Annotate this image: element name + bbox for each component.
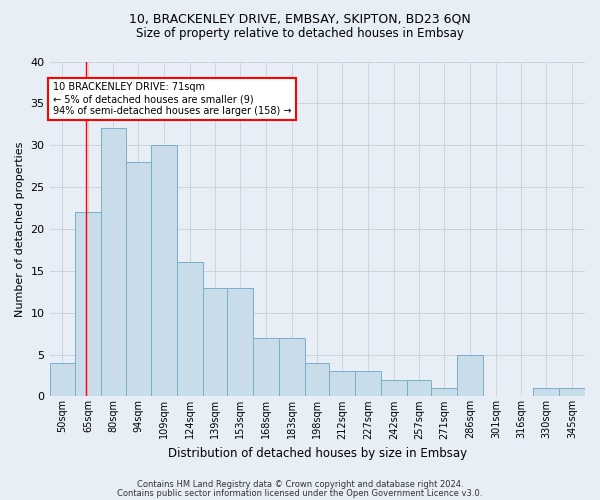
Text: 10, BRACKENLEY DRIVE, EMBSAY, SKIPTON, BD23 6QN: 10, BRACKENLEY DRIVE, EMBSAY, SKIPTON, B…: [129, 12, 471, 26]
Y-axis label: Number of detached properties: Number of detached properties: [15, 142, 25, 316]
Bar: [125, 162, 151, 396]
Bar: [178, 262, 203, 396]
Bar: [329, 372, 355, 396]
Bar: [559, 388, 585, 396]
Text: Contains public sector information licensed under the Open Government Licence v3: Contains public sector information licen…: [118, 488, 482, 498]
Bar: [101, 128, 125, 396]
Bar: [431, 388, 457, 396]
Text: Contains HM Land Registry data © Crown copyright and database right 2024.: Contains HM Land Registry data © Crown c…: [137, 480, 463, 489]
Bar: [76, 212, 101, 396]
Bar: [407, 380, 431, 396]
Bar: [355, 372, 381, 396]
Text: 10 BRACKENLEY DRIVE: 71sqm
← 5% of detached houses are smaller (9)
94% of semi-d: 10 BRACKENLEY DRIVE: 71sqm ← 5% of detac…: [53, 82, 292, 116]
Bar: [533, 388, 559, 396]
Bar: [203, 288, 227, 397]
X-axis label: Distribution of detached houses by size in Embsay: Distribution of detached houses by size …: [168, 447, 467, 460]
Bar: [305, 363, 329, 396]
Bar: [151, 145, 178, 397]
Text: Size of property relative to detached houses in Embsay: Size of property relative to detached ho…: [136, 28, 464, 40]
Bar: [50, 363, 76, 396]
Bar: [279, 338, 305, 396]
Bar: [381, 380, 407, 396]
Bar: [457, 354, 483, 397]
Bar: [227, 288, 253, 397]
Bar: [253, 338, 279, 396]
